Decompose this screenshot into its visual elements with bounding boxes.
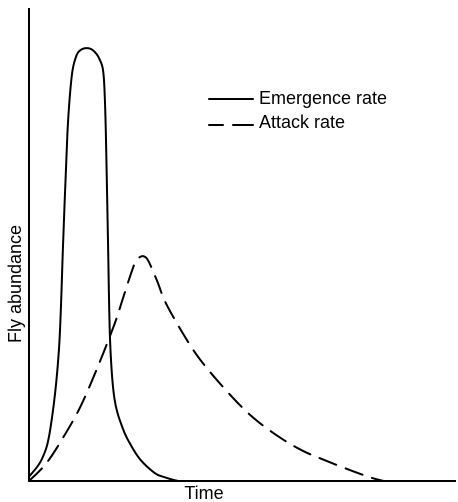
legend: Emergence rate Attack rate [208,88,387,132]
y-axis-label: Fly abundance [5,225,25,343]
x-axis-label: Time [184,483,223,502]
series-line-attack-rate [28,255,385,482]
legend-label-emergence-rate: Emergence rate [259,88,387,108]
legend-label-attack-rate: Attack rate [259,112,345,132]
series-line-emergence-rate [28,47,180,482]
